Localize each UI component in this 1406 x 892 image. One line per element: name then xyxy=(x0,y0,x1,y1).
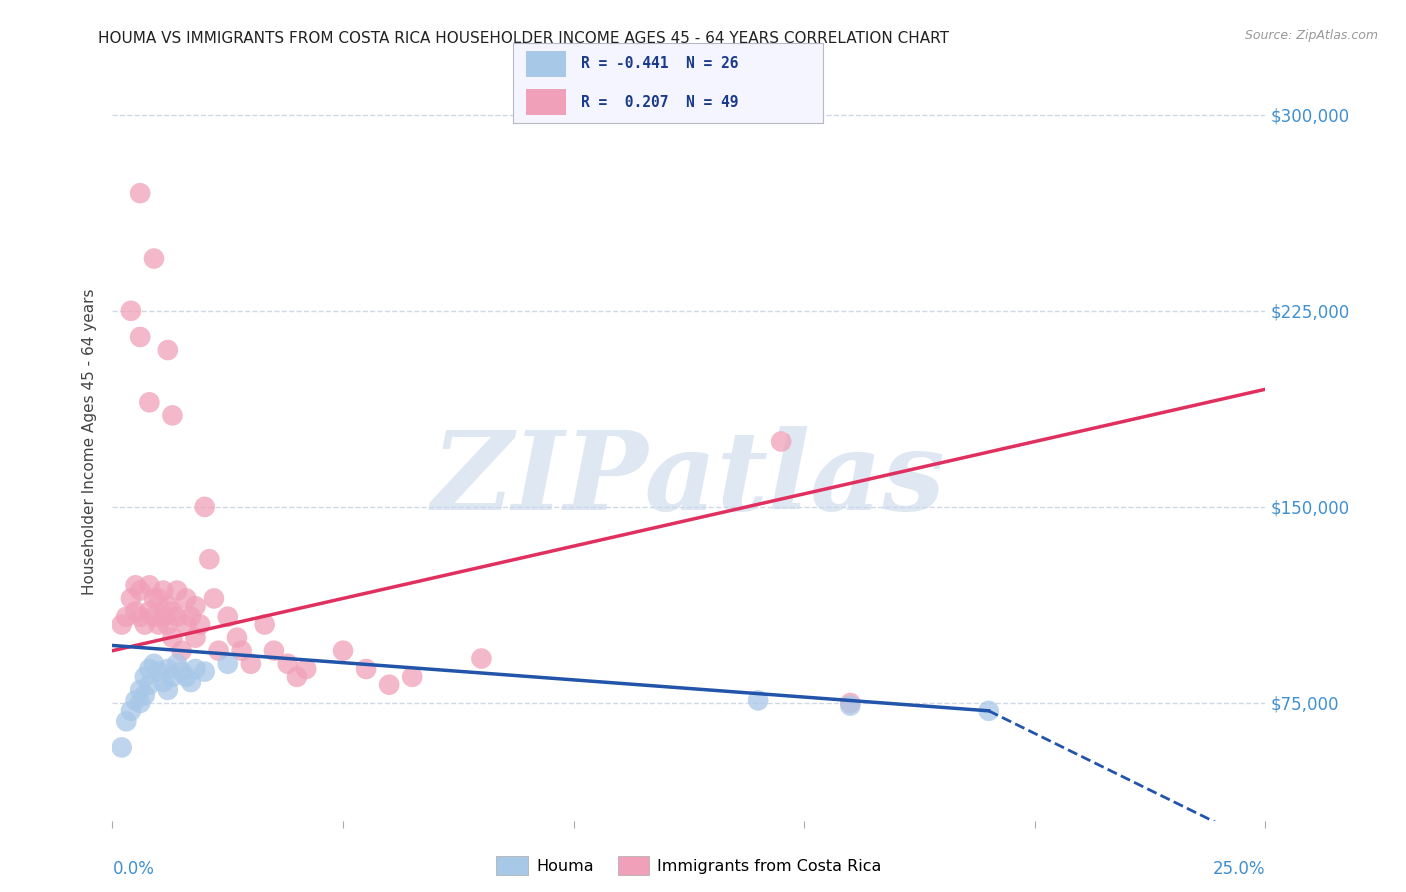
Point xyxy=(156,617,179,632)
Point xyxy=(180,675,202,690)
Text: 25.0%: 25.0% xyxy=(1213,860,1265,878)
Point xyxy=(129,583,152,598)
Point xyxy=(162,670,184,684)
Point xyxy=(120,591,142,606)
Point xyxy=(143,657,166,671)
Point xyxy=(263,643,285,657)
Point xyxy=(202,591,225,606)
Point xyxy=(977,704,1000,718)
Point xyxy=(226,631,249,645)
Point xyxy=(156,599,179,614)
Point xyxy=(378,678,401,692)
Point xyxy=(170,665,193,679)
Point xyxy=(184,662,207,676)
Point xyxy=(138,678,160,692)
Y-axis label: Householder Income Ages 45 - 64 years: Householder Income Ages 45 - 64 years xyxy=(82,288,97,595)
Point xyxy=(184,599,207,614)
Point xyxy=(839,698,862,713)
Point xyxy=(174,617,197,632)
Point xyxy=(134,670,156,684)
Point xyxy=(152,609,174,624)
Point xyxy=(120,704,142,718)
Point xyxy=(239,657,262,671)
Point xyxy=(180,609,202,624)
Point xyxy=(148,617,170,632)
Point xyxy=(217,657,239,671)
Point xyxy=(401,670,423,684)
Point xyxy=(354,662,377,676)
Text: R =  0.207  N = 49: R = 0.207 N = 49 xyxy=(581,95,738,110)
Point xyxy=(138,578,160,592)
Point xyxy=(770,434,793,449)
Text: Source: ZipAtlas.com: Source: ZipAtlas.com xyxy=(1244,29,1378,42)
Point xyxy=(115,714,138,729)
Legend: Houma, Immigrants from Costa Rica: Houma, Immigrants from Costa Rica xyxy=(489,850,889,881)
Point xyxy=(194,665,217,679)
Point xyxy=(277,657,299,671)
Point xyxy=(188,617,211,632)
Point xyxy=(747,693,769,707)
Point xyxy=(162,605,184,619)
Point xyxy=(162,631,184,645)
Point xyxy=(156,662,179,676)
Point xyxy=(231,643,253,657)
Point xyxy=(124,605,146,619)
Point xyxy=(217,609,239,624)
Point xyxy=(174,670,197,684)
Point xyxy=(198,552,221,566)
Point xyxy=(129,609,152,624)
Point xyxy=(134,617,156,632)
Bar xyxy=(526,51,565,77)
Point xyxy=(156,682,179,697)
Point xyxy=(839,696,862,710)
Point xyxy=(129,682,152,697)
Point xyxy=(143,609,166,624)
Text: HOUMA VS IMMIGRANTS FROM COSTA RICA HOUSEHOLDER INCOME AGES 45 - 64 YEARS CORREL: HOUMA VS IMMIGRANTS FROM COSTA RICA HOUS… xyxy=(98,31,949,46)
Text: ZIPatlas: ZIPatlas xyxy=(432,425,946,533)
Point xyxy=(194,500,217,514)
Point xyxy=(162,409,184,423)
Point xyxy=(129,186,152,201)
Point xyxy=(332,643,354,657)
Point xyxy=(134,688,156,702)
Point xyxy=(152,675,174,690)
Point xyxy=(111,617,134,632)
Point xyxy=(184,631,207,645)
Point xyxy=(166,657,188,671)
Bar xyxy=(526,89,565,115)
Point xyxy=(148,665,170,679)
Point xyxy=(129,696,152,710)
Text: R = -0.441  N = 26: R = -0.441 N = 26 xyxy=(581,56,738,71)
Point xyxy=(174,591,197,606)
Point xyxy=(115,609,138,624)
Point xyxy=(207,643,229,657)
Point xyxy=(285,670,308,684)
Point xyxy=(129,330,152,344)
Point xyxy=(470,651,492,665)
Point xyxy=(148,591,170,606)
Point xyxy=(138,662,160,676)
Point xyxy=(253,617,276,632)
Point xyxy=(138,395,160,409)
Point xyxy=(120,303,142,318)
Point xyxy=(124,693,146,707)
Point xyxy=(143,591,166,606)
Point xyxy=(295,662,318,676)
Point xyxy=(156,343,179,357)
Point xyxy=(124,578,146,592)
Point xyxy=(166,583,188,598)
Point xyxy=(143,252,166,266)
Point xyxy=(138,605,160,619)
Text: 0.0%: 0.0% xyxy=(112,860,155,878)
Point xyxy=(111,740,134,755)
Point xyxy=(170,643,193,657)
Point xyxy=(152,583,174,598)
Point xyxy=(166,609,188,624)
